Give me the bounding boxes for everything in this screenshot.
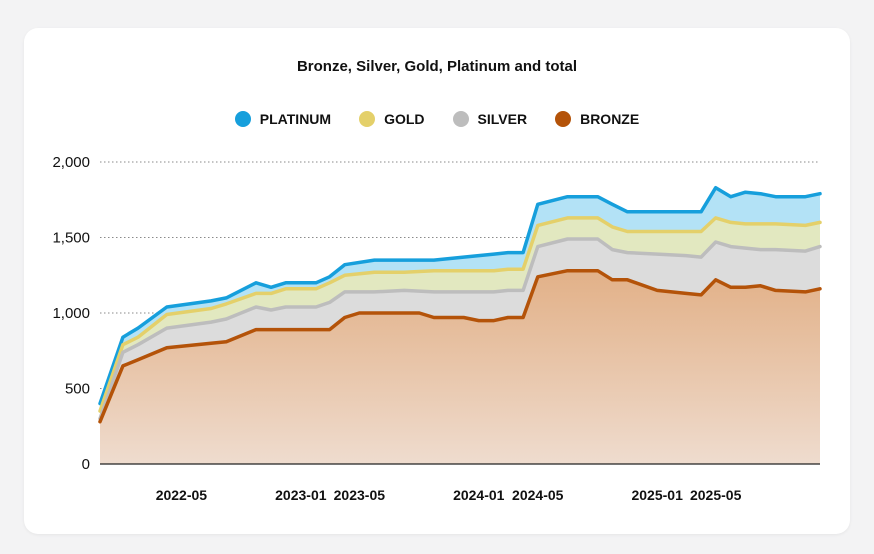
legend-label-bronze: BRONZE	[580, 111, 640, 127]
legend-item-platinum[interactable]: PLATINUM	[234, 111, 332, 127]
x-tick-label: 2023-01	[275, 487, 327, 503]
line-gold	[98, 216, 822, 413]
gold-swatch-icon	[359, 111, 376, 127]
legend-label-platinum: PLATINUM	[259, 111, 332, 127]
silver-swatch-icon	[452, 111, 469, 127]
x-tick-label: 2022-05	[156, 487, 208, 503]
legend: PLATINUM GOLD SILVER BRONZE	[0, 111, 874, 127]
y-tick-label: 500	[65, 381, 90, 398]
x-tick-label: 2024-01	[453, 487, 505, 503]
line-silver	[98, 237, 822, 421]
line-platinum	[98, 185, 822, 406]
y-tick-label: 1,500	[52, 230, 90, 247]
platinum-swatch-icon	[234, 111, 251, 127]
x-tick-label: 2025-01	[631, 487, 683, 503]
legend-item-silver[interactable]: SILVER	[452, 111, 528, 127]
legend-label-silver: SILVER	[477, 111, 528, 127]
x-tick-label: 2024-05	[512, 487, 564, 503]
legend-item-gold[interactable]: GOLD	[359, 111, 425, 127]
x-tick-label: 2023-05	[334, 487, 386, 503]
line-bronze	[98, 268, 822, 424]
chart-title: Bronze, Silver, Gold, Platinum and total	[296, 58, 578, 75]
x-tick-label: 2025-05	[690, 487, 742, 503]
bronze-swatch-icon	[555, 111, 572, 127]
y-tick-label: 0	[82, 456, 90, 473]
y-tick-label: 2,000	[52, 154, 90, 171]
area-bronze	[100, 270, 820, 464]
y-tick-label: 1,000	[52, 305, 90, 322]
legend-item-bronze[interactable]: BRONZE	[555, 111, 639, 127]
legend-label-gold: GOLD	[384, 111, 425, 127]
